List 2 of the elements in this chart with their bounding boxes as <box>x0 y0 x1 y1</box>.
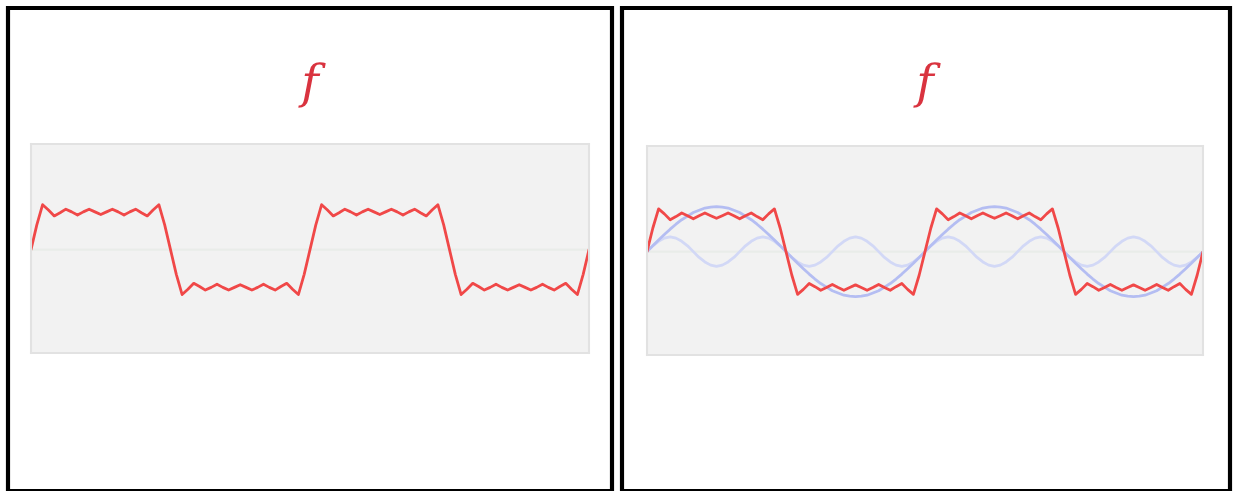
chart-title: f <box>298 62 326 108</box>
chart-title: f <box>913 62 941 108</box>
